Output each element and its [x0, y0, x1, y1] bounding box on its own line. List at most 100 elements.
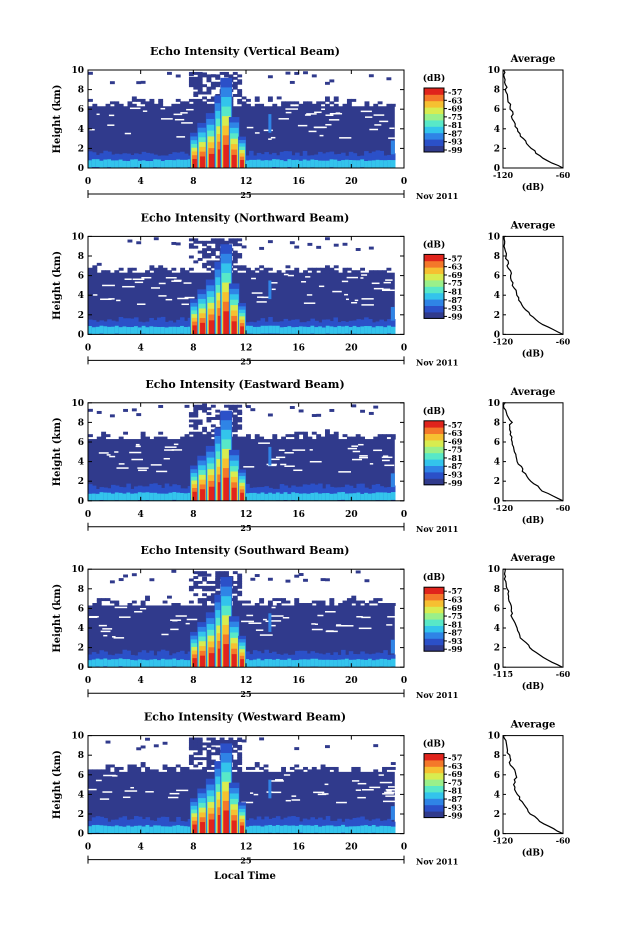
echo-cell — [92, 270, 98, 274]
echo-gap — [181, 303, 189, 306]
echo-cell — [131, 600, 137, 604]
echo-gap — [183, 282, 192, 284]
echo-cell — [188, 737, 194, 741]
echo-cell — [206, 260, 212, 264]
surface-echo-cell — [344, 826, 350, 834]
echo-cell — [180, 769, 186, 773]
x-tick-label: 12 — [240, 177, 253, 187]
isolated-echo — [390, 306, 395, 321]
echo-cell — [237, 267, 243, 271]
echo-gap — [241, 801, 254, 804]
colorbar-swatch — [424, 139, 444, 146]
boundary-layer-cell — [279, 151, 285, 168]
echo-cell — [210, 424, 216, 428]
surface-echo-cell — [118, 826, 124, 834]
surface-echo-cell — [141, 659, 147, 668]
average-y-tick-label: 2 — [494, 311, 500, 321]
echo-gap — [124, 278, 132, 280]
echo-cell — [206, 754, 212, 758]
echo-cell — [241, 103, 247, 107]
echo-cell — [188, 578, 194, 582]
colorbar-swatch — [424, 113, 444, 121]
colorbar-swatch — [424, 804, 444, 812]
echo-gap — [352, 458, 363, 461]
echo-gap — [129, 107, 141, 110]
echo-cell — [145, 737, 150, 741]
echo-cell — [254, 762, 260, 766]
echo-cell — [254, 603, 260, 606]
echo-cell — [368, 600, 374, 604]
surface-echo-cell — [298, 160, 304, 168]
convective-tower-layer — [200, 655, 206, 668]
surface-echo-cell — [356, 160, 361, 168]
surface-echo-cell — [99, 325, 105, 334]
echo-cell — [202, 407, 207, 411]
echo-cell — [188, 414, 194, 418]
echo-cell — [364, 103, 370, 107]
surface-echo-cell — [279, 825, 285, 834]
surface-echo-cell — [160, 161, 166, 168]
echo-gap — [351, 301, 358, 304]
echo-cell — [193, 421, 199, 425]
surface-echo-cell — [310, 492, 315, 501]
colorbar-swatch — [424, 587, 444, 594]
echo-cell — [232, 424, 238, 428]
echo-gap — [171, 449, 183, 451]
echo-gap — [165, 277, 177, 279]
boundary-layer-cell — [160, 316, 166, 335]
average-profile-line — [502, 402, 564, 502]
echo-cell — [193, 580, 199, 584]
surface-echo-cell — [103, 492, 108, 501]
surface-echo-cell — [249, 825, 254, 834]
y-tick-label: 2 — [78, 644, 84, 654]
echo-cell — [197, 407, 203, 411]
echo-cell — [289, 101, 295, 105]
echo-cell — [131, 103, 137, 107]
echo-gap — [358, 443, 364, 446]
echo-cell — [197, 71, 203, 75]
x-tick-label: 0 — [85, 343, 91, 353]
boundary-layer-cell — [272, 817, 277, 834]
panel-3: Echo Intensity (Southward Beam)Height (k… — [52, 544, 571, 700]
echo-gap — [384, 791, 395, 794]
echo-cell — [202, 429, 207, 433]
echo-cell — [219, 571, 225, 575]
echo-cell — [215, 414, 221, 418]
echo-cell — [232, 409, 238, 413]
echo-cell — [368, 74, 374, 78]
echo-cell — [237, 436, 243, 440]
echo-cell — [320, 769, 326, 773]
echo-cell — [193, 434, 199, 438]
echo-gap — [131, 458, 143, 461]
average-frame — [502, 735, 564, 835]
echo-cell — [285, 579, 291, 583]
surface-echo-cell — [272, 659, 277, 668]
convective-tower-layer — [200, 822, 206, 834]
echo-gap — [309, 449, 313, 451]
boundary-layer-cell — [260, 653, 266, 668]
echo-cell — [188, 588, 194, 592]
surface-echo-cell — [118, 658, 124, 667]
colorbar-swatch — [424, 440, 444, 447]
echo-cell — [316, 101, 322, 105]
echo-cell — [215, 576, 221, 580]
echo-cell — [215, 76, 221, 80]
surface-echo-cell — [325, 825, 331, 834]
x-tick-label: 12 — [240, 676, 253, 686]
echo-cell — [96, 262, 102, 266]
echo-cell — [232, 603, 238, 606]
echo-gap — [136, 303, 146, 305]
echo-cell — [210, 253, 216, 257]
echo-cell — [206, 744, 212, 748]
echo-cell — [197, 240, 203, 244]
average-x-tick-label: -60 — [556, 336, 571, 346]
date-day-label: 25 — [240, 190, 251, 200]
surface-echo-cell — [333, 493, 338, 501]
echo-cell — [202, 74, 207, 78]
echo-cell — [197, 573, 203, 577]
echo-cell — [149, 103, 155, 107]
x-tick-label: 16 — [292, 177, 305, 187]
echo-gap — [255, 629, 264, 631]
echo-cell — [123, 431, 128, 435]
echo-cell — [197, 738, 203, 742]
